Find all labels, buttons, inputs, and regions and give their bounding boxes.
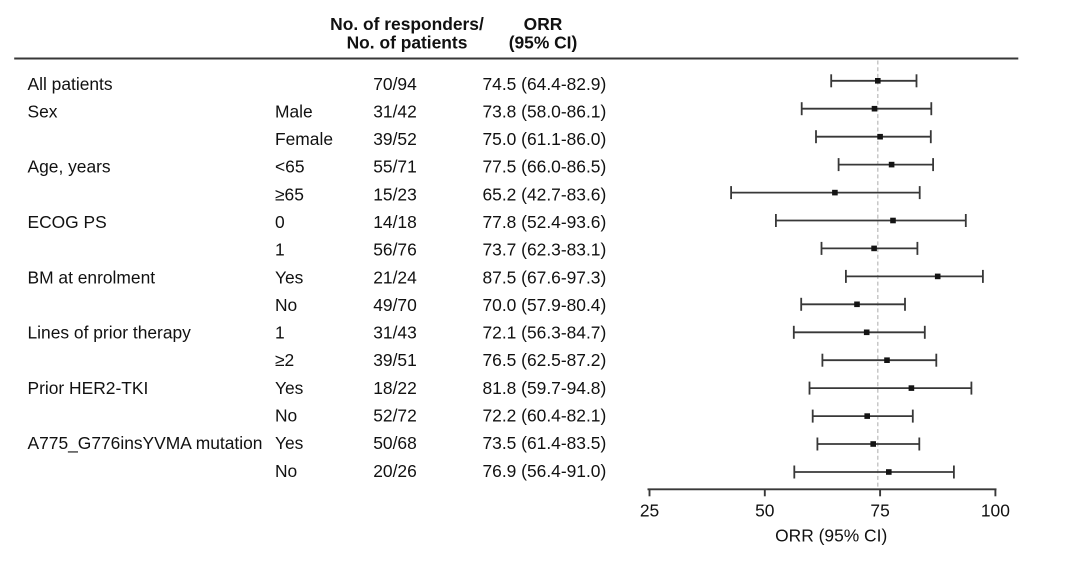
svg-text:76.9 (56.4-91.0): 76.9 (56.4-91.0) bbox=[483, 461, 607, 481]
svg-text:Male: Male bbox=[275, 101, 313, 121]
svg-text:1: 1 bbox=[275, 240, 285, 260]
svg-text:No: No bbox=[275, 295, 297, 315]
svg-text:72.1 (56.3-84.7): 72.1 (56.3-84.7) bbox=[483, 323, 607, 343]
svg-text:ORR: ORR bbox=[524, 14, 563, 34]
svg-text:55/71: 55/71 bbox=[373, 157, 417, 177]
svg-text:75: 75 bbox=[870, 501, 889, 521]
svg-text:0: 0 bbox=[275, 212, 285, 232]
svg-text:31/43: 31/43 bbox=[373, 323, 417, 343]
svg-text:Yes: Yes bbox=[275, 433, 304, 453]
svg-text:49/70: 49/70 bbox=[373, 295, 417, 315]
svg-text:25: 25 bbox=[640, 501, 659, 521]
svg-text:Sex: Sex bbox=[28, 101, 58, 121]
svg-text:Prior HER2-TKI: Prior HER2-TKI bbox=[28, 378, 149, 398]
svg-text:65.2 (42.7-83.6): 65.2 (42.7-83.6) bbox=[483, 184, 607, 204]
svg-text:70.0 (57.9-80.4): 70.0 (57.9-80.4) bbox=[483, 295, 607, 315]
svg-text:74.5 (64.4-82.9): 74.5 (64.4-82.9) bbox=[483, 74, 607, 94]
svg-text:15/23: 15/23 bbox=[373, 184, 417, 204]
svg-text:39/51: 39/51 bbox=[373, 350, 417, 370]
svg-text:Lines of prior therapy: Lines of prior therapy bbox=[28, 323, 192, 343]
svg-text:≥65: ≥65 bbox=[275, 184, 304, 204]
svg-text:18/22: 18/22 bbox=[373, 378, 417, 398]
svg-text:76.5 (62.5-87.2): 76.5 (62.5-87.2) bbox=[483, 350, 607, 370]
svg-text:50/68: 50/68 bbox=[373, 433, 417, 453]
svg-text:77.8 (52.4-93.6): 77.8 (52.4-93.6) bbox=[483, 212, 607, 232]
svg-text:81.8 (59.7-94.8): 81.8 (59.7-94.8) bbox=[483, 378, 607, 398]
svg-text:39/52: 39/52 bbox=[373, 129, 417, 149]
svg-text:73.8 (58.0-86.1): 73.8 (58.0-86.1) bbox=[483, 101, 607, 121]
svg-text:ORR (95% CI): ORR (95% CI) bbox=[775, 526, 887, 546]
svg-text:31/42: 31/42 bbox=[373, 101, 417, 121]
svg-text:Female: Female bbox=[275, 129, 333, 149]
svg-text:Yes: Yes bbox=[275, 378, 304, 398]
svg-text:14/18: 14/18 bbox=[373, 212, 417, 232]
svg-text:72.2 (60.4-82.1): 72.2 (60.4-82.1) bbox=[483, 406, 607, 426]
svg-text:50: 50 bbox=[755, 501, 774, 521]
svg-text:70/94: 70/94 bbox=[373, 74, 417, 94]
svg-text:A775_G776insYVMA mutation: A775_G776insYVMA mutation bbox=[28, 433, 263, 453]
svg-text:No. of patients: No. of patients bbox=[347, 32, 468, 52]
svg-text:77.5 (66.0-86.5): 77.5 (66.0-86.5) bbox=[483, 157, 607, 177]
svg-text:ECOG PS: ECOG PS bbox=[28, 212, 107, 232]
svg-text:BM at enrolment: BM at enrolment bbox=[28, 267, 156, 287]
svg-text:52/72: 52/72 bbox=[373, 406, 417, 426]
svg-text:No. of responders/: No. of responders/ bbox=[330, 14, 484, 34]
svg-text:No: No bbox=[275, 406, 297, 426]
svg-text:No: No bbox=[275, 461, 297, 481]
svg-text:75.0 (61.1-86.0): 75.0 (61.1-86.0) bbox=[483, 129, 607, 149]
svg-text:20/26: 20/26 bbox=[373, 461, 417, 481]
svg-text:1: 1 bbox=[275, 323, 285, 343]
svg-text:Age, years: Age, years bbox=[28, 157, 111, 177]
svg-text:(95% CI): (95% CI) bbox=[509, 32, 578, 52]
svg-text:Yes: Yes bbox=[275, 267, 304, 287]
svg-text:56/76: 56/76 bbox=[373, 240, 417, 260]
svg-text:≥2: ≥2 bbox=[275, 350, 294, 370]
svg-text:87.5 (67.6-97.3): 87.5 (67.6-97.3) bbox=[483, 267, 607, 287]
svg-text:All patients: All patients bbox=[28, 74, 113, 94]
svg-text:73.5 (61.4-83.5): 73.5 (61.4-83.5) bbox=[483, 433, 607, 453]
svg-text:<65: <65 bbox=[275, 157, 305, 177]
svg-text:100: 100 bbox=[981, 501, 1010, 521]
svg-text:73.7 (62.3-83.1): 73.7 (62.3-83.1) bbox=[483, 240, 607, 260]
svg-text:21/24: 21/24 bbox=[373, 267, 417, 287]
